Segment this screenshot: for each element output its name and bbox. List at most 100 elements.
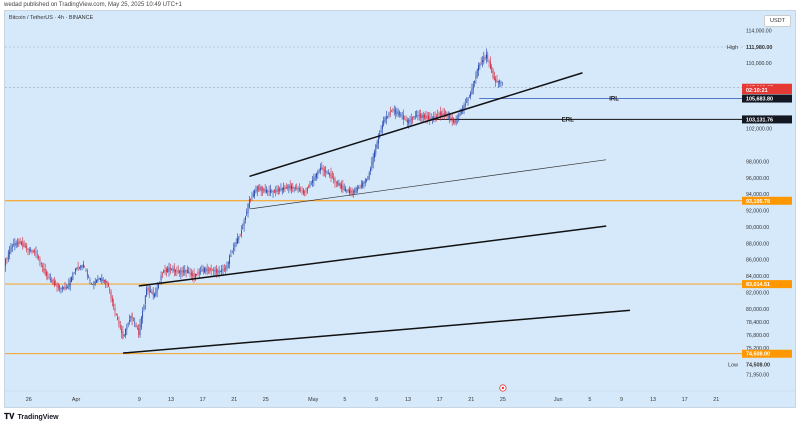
tradingview-logo-icon: 𝐓𝐕 (4, 412, 15, 421)
candle-body (329, 172, 331, 177)
candle-body (470, 93, 472, 97)
candle-body (426, 115, 428, 119)
candle-body (109, 289, 111, 291)
candle-body (391, 110, 392, 112)
candle-body (412, 116, 414, 120)
candle-body (422, 115, 424, 118)
candle-body (276, 189, 278, 192)
candle-body (192, 273, 194, 277)
candle-body (154, 293, 155, 297)
candle-body (255, 190, 257, 192)
candle-body (453, 118, 454, 123)
chart-area[interactable]: IRL ERL 114,000.00 110,000.00 102,000.00 98,0… (4, 10, 796, 408)
candle-body (117, 316, 119, 321)
candle-body (96, 280, 97, 283)
candle-body (491, 66, 493, 73)
candle-body (106, 281, 108, 284)
candle-body (472, 83, 474, 90)
price-tag-bg-5 (742, 196, 792, 205)
candle-body (34, 250, 36, 253)
candle-body (479, 63, 481, 67)
candle-body (297, 188, 299, 190)
candle-body (270, 190, 271, 193)
price-chart[interactable]: IRL ERL 114,000.00 110,000.00 102,000.00 98,0… (5, 11, 795, 407)
candle-body (63, 287, 65, 289)
candle-body (48, 276, 50, 278)
event-marker-dot (501, 386, 505, 390)
candle-body (177, 269, 179, 274)
candle-body (184, 269, 186, 273)
candle-body (42, 266, 43, 267)
candle-body (414, 116, 416, 117)
candle-body (335, 182, 337, 183)
candle-body (434, 116, 436, 118)
tradingview-logo[interactable]: 𝐓𝐕 TradingView (4, 412, 59, 422)
candle-body (476, 69, 478, 77)
candle-body (483, 57, 485, 63)
x-tick-label-17: 13 (650, 397, 656, 403)
candle-body (354, 190, 356, 192)
candle-body (205, 268, 207, 272)
candle-body (59, 285, 61, 290)
candle-body (165, 268, 167, 273)
candle-body (147, 287, 149, 291)
candle-body (428, 115, 429, 120)
candle-body (64, 286, 66, 289)
candle-body (401, 115, 403, 117)
candle-body (308, 186, 310, 188)
candle-body (241, 230, 242, 235)
candle-body (268, 190, 270, 192)
x-tick-label-8: 5 (343, 397, 346, 403)
candle-body (198, 271, 200, 274)
candle-body (206, 268, 208, 271)
candle-body (454, 120, 456, 123)
candle-body (404, 118, 406, 120)
candle-body (360, 184, 362, 188)
candle-body (97, 279, 99, 282)
trendline-3 (122, 309, 631, 354)
candle-body (152, 292, 154, 296)
candle-body (497, 80, 499, 83)
candle-body (104, 280, 105, 282)
candle-body (447, 116, 449, 117)
candle-body (343, 188, 345, 190)
candle-body (176, 271, 178, 272)
candle-body (375, 145, 377, 154)
candle-body (121, 329, 122, 333)
candle-body (429, 116, 431, 120)
trendline-1 (249, 159, 606, 210)
candle-body (438, 113, 440, 116)
candle-body (250, 198, 252, 201)
y-tick-label-11: 82,000.00 (746, 290, 769, 296)
candle-body (102, 279, 104, 282)
candle-body (312, 179, 313, 183)
candle-body (105, 280, 107, 283)
candle-body (418, 115, 420, 117)
candle-body (175, 270, 176, 272)
price-tag-bg-4 (742, 115, 792, 124)
candle-body (14, 242, 16, 247)
candle-body (202, 268, 204, 272)
candle-body (395, 109, 396, 114)
candle-body (484, 57, 486, 58)
candle-body (449, 114, 450, 120)
candle-body (281, 188, 283, 191)
candle-body (345, 188, 346, 191)
candle-body (21, 242, 22, 244)
candle-body (223, 268, 225, 271)
candle-body (92, 284, 93, 285)
candle-body (32, 250, 34, 252)
candle-body (18, 241, 20, 245)
candle-body (355, 187, 357, 193)
currency-button[interactable]: USDT (764, 15, 791, 27)
candle-body (26, 245, 28, 251)
candle-body (159, 281, 161, 282)
candle-body (77, 266, 79, 269)
candle-body (155, 291, 157, 296)
candle-body (413, 116, 415, 119)
candle-body (167, 268, 169, 273)
candle-body (439, 112, 441, 116)
candle-body (337, 182, 338, 185)
price-tag-2: 02:10:21 (746, 88, 768, 94)
candle-body (38, 256, 39, 258)
